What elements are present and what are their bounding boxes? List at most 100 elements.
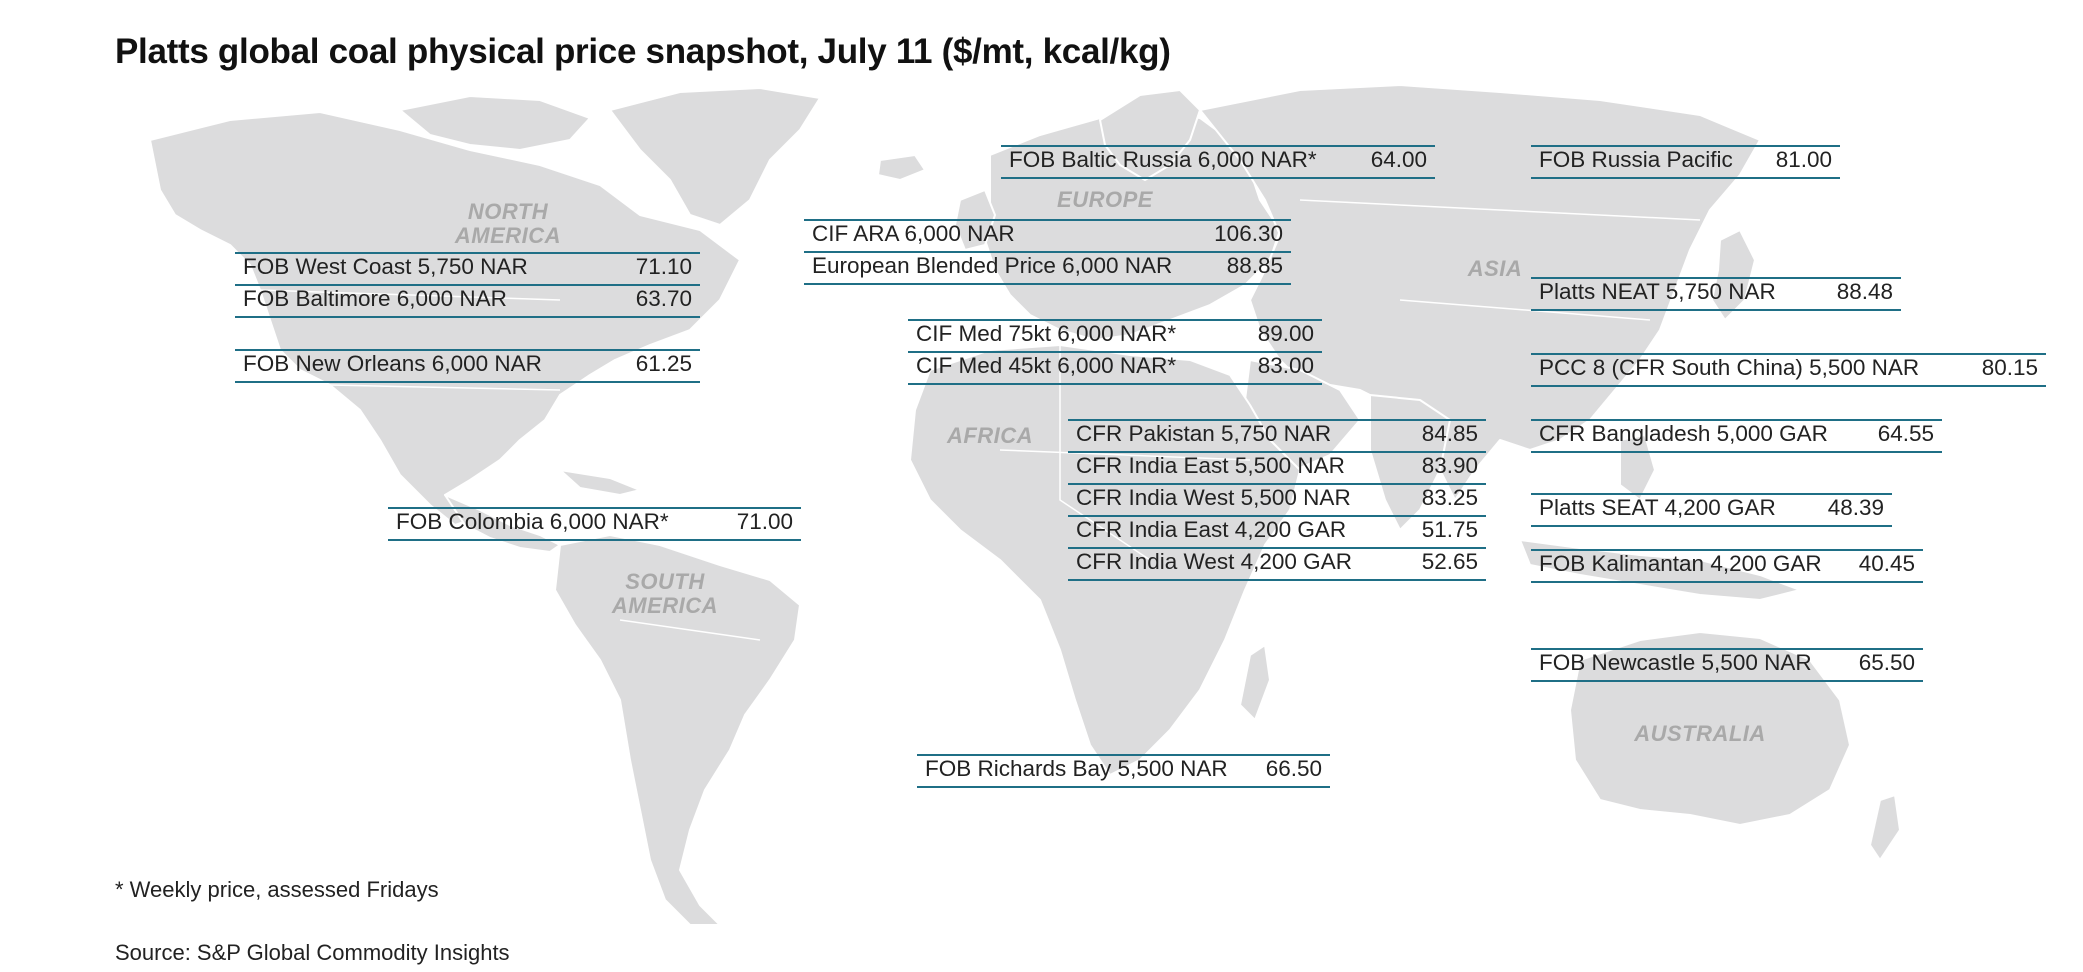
- price-label: CFR India West 4,200 GAR: [1076, 549, 1352, 574]
- price-row-cfr-bangladesh: CFR Bangladesh 5,000 GAR 64.55: [1531, 419, 1942, 453]
- price-row-fob-kalimantan: FOB Kalimantan 4,200 GAR 40.45: [1531, 549, 1923, 583]
- price-label: Platts SEAT 4,200 GAR: [1539, 495, 1776, 520]
- price-group-russia-pacific: FOB Russia Pacific 81.00: [1531, 145, 1840, 179]
- price-row-cif-med-45kt: CIF Med 45kt 6,000 NAR* 83.00: [908, 353, 1322, 385]
- arctic-islands-landmass: [399, 95, 591, 151]
- price-row-cfr-india-west-4200: CFR India West 4,200 GAR 52.65: [1068, 549, 1486, 581]
- price-value: 51.75: [1421, 517, 1478, 542]
- region-label-australia: AUSTRALIA: [1634, 721, 1766, 746]
- price-row-cfr-india-east-5500: CFR India East 5,500 NAR 83.90: [1068, 453, 1486, 485]
- madagascar-landmass: [1239, 644, 1271, 721]
- price-group-neat: Platts NEAT 5,750 NAR 88.48: [1531, 277, 1901, 311]
- price-value: 48.39: [1827, 495, 1884, 520]
- price-label: FOB New Orleans 6,000 NAR: [243, 351, 542, 376]
- source-note: Source: S&P Global Commodity Insights: [115, 940, 510, 965]
- price-row-fob-baltimore: FOB Baltimore 6,000 NAR 63.70: [235, 286, 700, 318]
- price-label: CIF ARA 6,000 NAR: [812, 221, 1015, 246]
- greenland-landmass: [609, 87, 821, 226]
- price-value: 88.85: [1226, 253, 1283, 278]
- india-landmass: [1369, 394, 1451, 531]
- region-label-south-america: SOUTH AMERICA: [605, 570, 725, 618]
- price-label: European Blended Price 6,000 NAR: [812, 253, 1173, 278]
- price-row-fob-new-orleans: FOB New Orleans 6,000 NAR 61.25: [235, 349, 700, 383]
- region-label-north-america: NORTH AMERICA: [448, 200, 568, 248]
- price-row-cif-med-75kt: CIF Med 75kt 6,000 NAR* 89.00: [908, 319, 1322, 353]
- price-label: CFR Pakistan 5,750 NAR: [1076, 421, 1332, 446]
- price-label: CIF Med 75kt 6,000 NAR*: [916, 321, 1177, 346]
- price-group-seat: Platts SEAT 4,200 GAR 48.39: [1531, 493, 1892, 527]
- region-label-north-america-line2: AMERICA: [454, 223, 562, 248]
- price-row-platts-neat: Platts NEAT 5,750 NAR 88.48: [1531, 277, 1901, 311]
- price-value: 71.00: [736, 509, 793, 534]
- price-label: FOB Colombia 6,000 NAR*: [396, 509, 669, 534]
- price-value: 81.00: [1775, 147, 1832, 172]
- region-label-south-america-line2: AMERICA: [611, 593, 719, 618]
- price-value: 64.55: [1877, 421, 1934, 446]
- price-label: FOB Newcastle 5,500 NAR: [1539, 650, 1812, 675]
- price-value: 64.00: [1370, 147, 1427, 172]
- price-label: CIF Med 45kt 6,000 NAR*: [916, 353, 1177, 378]
- price-label: PCC 8 (CFR South China) 5,500 NAR: [1539, 355, 1920, 380]
- price-row-fob-west-coast: FOB West Coast 5,750 NAR 71.10: [235, 252, 700, 286]
- price-group-india: CFR Pakistan 5,750 NAR 84.85 CFR India E…: [1068, 419, 1486, 581]
- price-value: 106.30: [1214, 221, 1283, 246]
- price-row-european-blended: European Blended Price 6,000 NAR 88.85: [804, 253, 1291, 285]
- price-group-colombia: FOB Colombia 6,000 NAR* 71.00: [388, 507, 801, 541]
- region-label-south-america-line1: SOUTH: [625, 569, 705, 594]
- price-label: FOB Baltimore 6,000 NAR: [243, 286, 507, 311]
- price-value: 84.85: [1421, 421, 1478, 446]
- price-value: 40.45: [1858, 551, 1915, 576]
- price-label: CFR India East 4,200 GAR: [1076, 517, 1347, 542]
- price-value: 66.50: [1265, 756, 1322, 781]
- price-row-pcc8: PCC 8 (CFR South China) 5,500 NAR 80.15: [1531, 353, 2046, 387]
- scandinavia-landmass: [1099, 89, 1201, 181]
- region-label-africa: AFRICA: [946, 423, 1034, 448]
- price-group-baltic: FOB Baltic Russia 6,000 NAR* 64.00: [1001, 145, 1435, 179]
- price-group-richards-bay: FOB Richards Bay 5,500 NAR 66.50: [917, 754, 1330, 788]
- indonesia-landmass: [1519, 539, 1801, 601]
- price-value: 52.65: [1421, 549, 1478, 574]
- price-value: 65.50: [1858, 650, 1915, 675]
- price-group-pcc8: PCC 8 (CFR South China) 5,500 NAR 80.15: [1531, 353, 2046, 387]
- price-row-cif-ara: CIF ARA 6,000 NAR 106.30: [804, 219, 1291, 253]
- price-group-med: CIF Med 75kt 6,000 NAR* 89.00 CIF Med 45…: [908, 319, 1322, 385]
- price-value: 61.25: [635, 351, 692, 376]
- price-value: 83.25: [1421, 485, 1478, 510]
- caribbean-landmass: [559, 469, 641, 496]
- price-group-europe: CIF ARA 6,000 NAR 106.30 European Blende…: [804, 219, 1291, 285]
- price-label: FOB Kalimantan 4,200 GAR: [1539, 551, 1822, 576]
- price-value: 71.10: [635, 254, 692, 279]
- price-value: 83.90: [1421, 453, 1478, 478]
- price-value: 63.70: [635, 286, 692, 311]
- price-row-cfr-india-east-4200: CFR India East 4,200 GAR 51.75: [1068, 517, 1486, 549]
- price-row-cfr-pakistan: CFR Pakistan 5,750 NAR 84.85: [1068, 419, 1486, 453]
- price-group-us: FOB West Coast 5,750 NAR 71.10 FOB Balti…: [235, 252, 700, 318]
- price-row-fob-richards-bay: FOB Richards Bay 5,500 NAR 66.50: [917, 754, 1330, 788]
- central-america-landmass: [444, 494, 561, 553]
- price-label: CFR India West 5,500 NAR: [1076, 485, 1351, 510]
- new-zealand-landmass: [1869, 794, 1901, 861]
- price-label: Platts NEAT 5,750 NAR: [1539, 279, 1776, 304]
- iceland-landmass: [877, 154, 926, 181]
- south-america-landmass: [554, 534, 801, 926]
- price-group-newcastle: FOB Newcastle 5,500 NAR 65.50: [1531, 648, 1923, 682]
- price-group-bangladesh: CFR Bangladesh 5,000 GAR 64.55: [1531, 419, 1942, 453]
- price-label: FOB Baltic Russia 6,000 NAR*: [1009, 147, 1317, 172]
- north-america-landmass: [149, 111, 741, 526]
- chart-title: Platts global coal physical price snapsh…: [115, 32, 1171, 71]
- price-row-platts-seat: Platts SEAT 4,200 GAR 48.39: [1531, 493, 1892, 527]
- region-label-europe: EUROPE: [1057, 187, 1153, 212]
- price-label: FOB West Coast 5,750 NAR: [243, 254, 528, 279]
- price-value: 89.00: [1257, 321, 1314, 346]
- price-label: FOB Russia Pacific: [1539, 147, 1733, 172]
- price-row-fob-russia-pacific: FOB Russia Pacific 81.00: [1531, 145, 1840, 179]
- country-borders: [259, 199, 1701, 641]
- price-group-new-orleans: FOB New Orleans 6,000 NAR 61.25: [235, 349, 700, 383]
- price-label: FOB Richards Bay 5,500 NAR: [925, 756, 1228, 781]
- price-row-cfr-india-west-5500: CFR India West 5,500 NAR 83.25: [1068, 485, 1486, 517]
- price-row-fob-baltic-russia: FOB Baltic Russia 6,000 NAR* 64.00: [1001, 145, 1435, 179]
- footnote: * Weekly price, assessed Fridays: [115, 877, 439, 902]
- region-label-north-america-line1: NORTH: [467, 199, 549, 224]
- price-label: CFR India East 5,500 NAR: [1076, 453, 1345, 478]
- price-value: 80.15: [1981, 355, 2038, 380]
